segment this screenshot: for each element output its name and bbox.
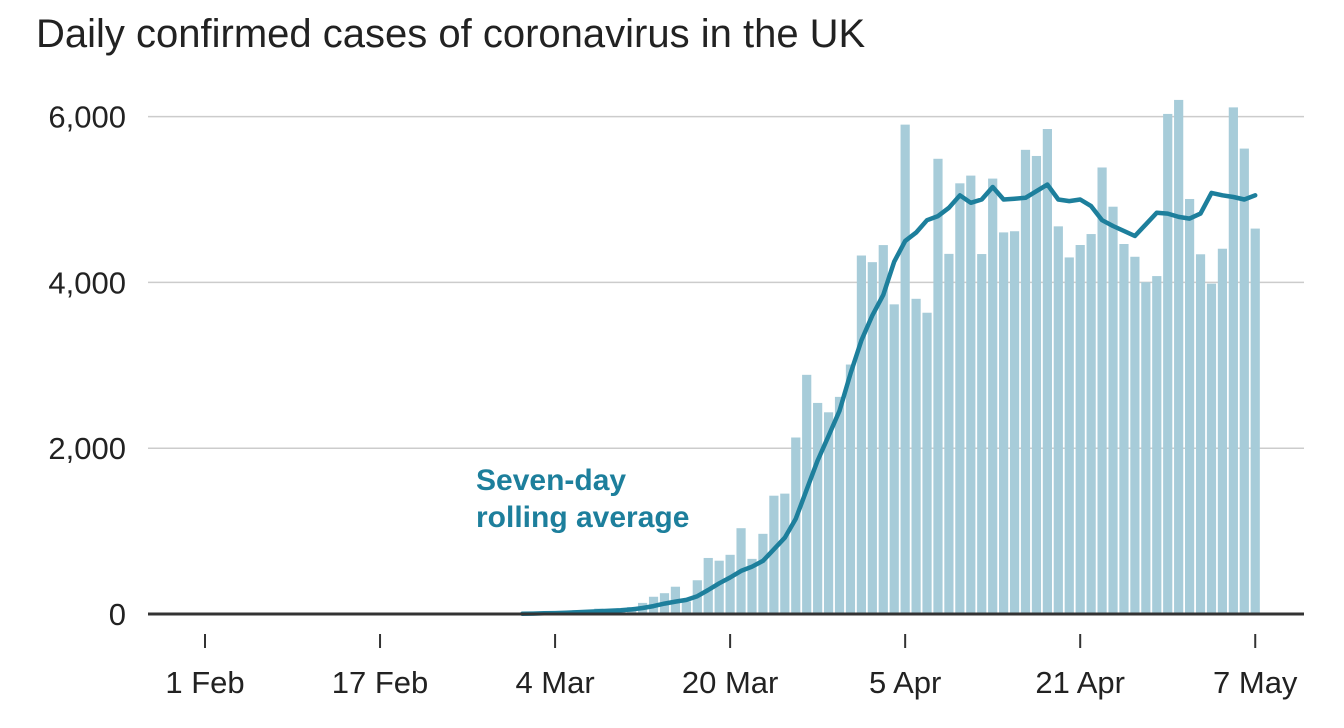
bar [791, 437, 801, 614]
x-tick-label: 5 Apr [869, 665, 941, 700]
bar [944, 253, 954, 614]
bar [725, 554, 735, 614]
bar [1228, 107, 1238, 614]
bar [878, 245, 888, 615]
bar [867, 262, 877, 614]
bar [1185, 198, 1195, 614]
bar [1130, 256, 1140, 614]
bar [845, 364, 856, 614]
bar [1141, 282, 1151, 614]
bar [714, 560, 724, 614]
bar [1053, 226, 1063, 614]
y-tick-label: 6,000 [48, 100, 126, 135]
bar [1250, 228, 1260, 615]
bar [1174, 99, 1184, 614]
y-tick-label: 0 [109, 597, 126, 632]
bar [1206, 283, 1217, 614]
bar [1097, 167, 1107, 615]
bar [1152, 276, 1162, 614]
bar [1108, 206, 1118, 614]
bar [1217, 248, 1228, 614]
rolling-average-series [520, 182, 1258, 617]
bar [1064, 257, 1074, 614]
bar [1009, 231, 1020, 614]
bar [1020, 149, 1031, 615]
bar [999, 232, 1009, 614]
x-tick-label: 21 Apr [1035, 665, 1125, 700]
axes: 1 Feb 17 Feb 4 Mar 20 Mar 5 Apr 21 Apr 7 May [148, 612, 1304, 700]
bar [933, 158, 943, 614]
bar [856, 255, 866, 614]
bar [758, 533, 768, 614]
y-tick-label: 2,000 [48, 431, 126, 466]
rolling-average-annotation: Seven-day [476, 464, 626, 497]
bar [1163, 113, 1173, 615]
bar [681, 601, 691, 614]
bar [911, 298, 921, 614]
rolling-average-annotation: rolling average [476, 501, 689, 534]
bar [769, 495, 779, 614]
bar-series [495, 99, 1260, 615]
bar [966, 175, 976, 615]
bar [747, 558, 757, 614]
rolling-average-line [520, 182, 1258, 617]
y-tick-label: 4,000 [48, 265, 126, 300]
bar [977, 254, 987, 615]
bar [922, 312, 932, 614]
bar [955, 183, 965, 614]
bar [1119, 244, 1129, 614]
x-tick-label: 4 Mar [515, 665, 594, 700]
bar [813, 402, 823, 614]
bar [1086, 234, 1096, 615]
x-tick-label: 17 Feb [332, 665, 429, 700]
bar [1031, 155, 1042, 615]
bar [889, 304, 899, 614]
bar [834, 396, 845, 614]
bar [703, 557, 713, 614]
x-tick-label: 7 May [1213, 665, 1298, 700]
bar [1042, 129, 1052, 615]
annotation: Seven-day rolling average [476, 464, 689, 534]
bar [1075, 244, 1085, 614]
x-tick-label: 1 Feb [165, 665, 244, 700]
chart-title: Daily confirmed cases of coronavirus in … [36, 12, 866, 56]
bar [900, 124, 910, 615]
bar [823, 412, 834, 614]
bar [1239, 148, 1249, 614]
bar [780, 493, 790, 614]
x-tick-label: 20 Mar [682, 665, 778, 700]
bar [988, 178, 998, 614]
bar [1195, 254, 1206, 614]
